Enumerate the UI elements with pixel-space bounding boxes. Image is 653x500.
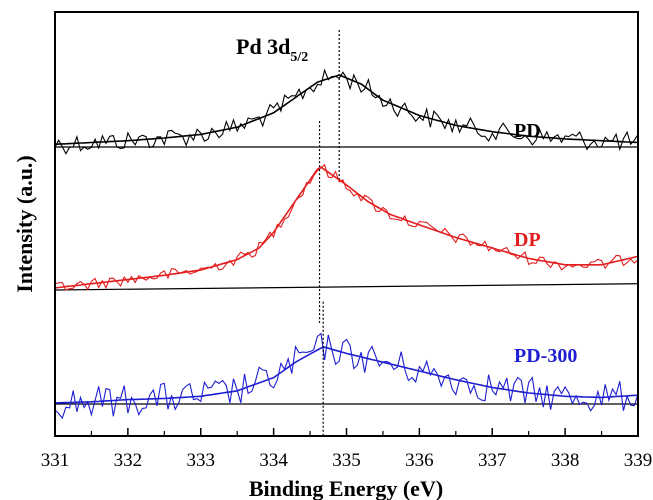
x-tick-label: 339	[624, 450, 653, 471]
plot-frame	[54, 11, 639, 437]
peak-annotation-subscript: 5/2	[290, 50, 308, 65]
peak-annotation-main: Pd 3d	[236, 34, 290, 59]
fit-curve-pd-300	[54, 346, 639, 404]
x-tick-label: 336	[405, 450, 434, 471]
series-label-pd: PD	[514, 120, 541, 142]
series-label-dp: DP	[514, 229, 541, 251]
x-tick-label: 334	[259, 450, 288, 471]
x-tick-label: 333	[187, 450, 216, 471]
baseline-dp	[54, 283, 639, 291]
y-axis-title: Intensity (a.u.)	[12, 155, 37, 293]
x-tick-label: 331	[41, 450, 70, 471]
raw-spectrum-pd	[54, 68, 639, 155]
x-tick-label: 332	[114, 450, 143, 471]
raw-spectrum-dp	[54, 163, 639, 291]
series-layer	[54, 30, 639, 437]
x-tick-label: 338	[551, 450, 580, 471]
series-pd	[54, 30, 639, 180]
series-label-pd-300: PD-300	[514, 345, 577, 367]
fit-curve-dp	[54, 166, 639, 289]
series-dp	[54, 121, 639, 323]
x-tick-label: 335	[332, 450, 361, 471]
x-tick-label: 337	[478, 450, 507, 471]
series-pd-300	[54, 301, 639, 437]
peak-annotation: Pd 3d5/2	[236, 34, 308, 65]
x-axis-ticks: 331 332 333 334 335 336 337 338 339	[41, 428, 653, 471]
fit-curve-pd	[54, 74, 639, 146]
x-axis-title: Binding Energy (eV)	[249, 476, 443, 500]
